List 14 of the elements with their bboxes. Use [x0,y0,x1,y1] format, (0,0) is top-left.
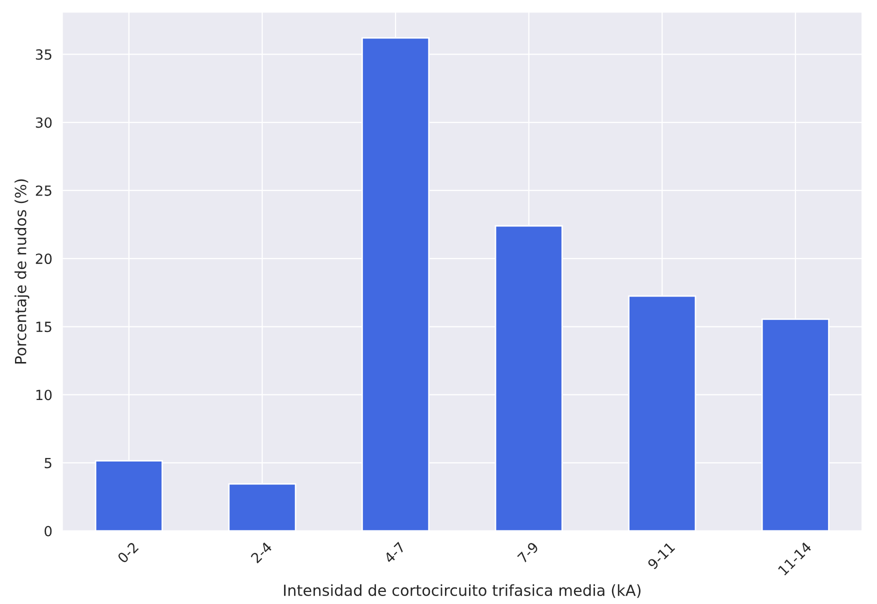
y-tick-label: 15 [36,322,52,332]
y-tick-label: 10 [36,390,52,400]
y-tick-label: 5 [44,458,52,468]
x-axis-title: Intensidad de cortocircuito trifasica media (kA) [284,584,640,598]
y-axis-title: Porcentaje de nudos (%) [14,179,30,364]
y-tick-label: 30 [36,117,52,128]
x-tick-label: 2-4 [250,541,272,564]
x-tick-label: 7-9 [517,542,540,564]
x-tick-label: 0-2 [116,542,139,564]
x-tick-label: 4-7 [384,542,406,564]
y-tick-label: 35 [36,49,52,60]
y-tick-label: 0 [44,526,52,536]
y-tick-label: 20 [36,254,52,264]
y-tick-label: 25 [36,185,52,196]
